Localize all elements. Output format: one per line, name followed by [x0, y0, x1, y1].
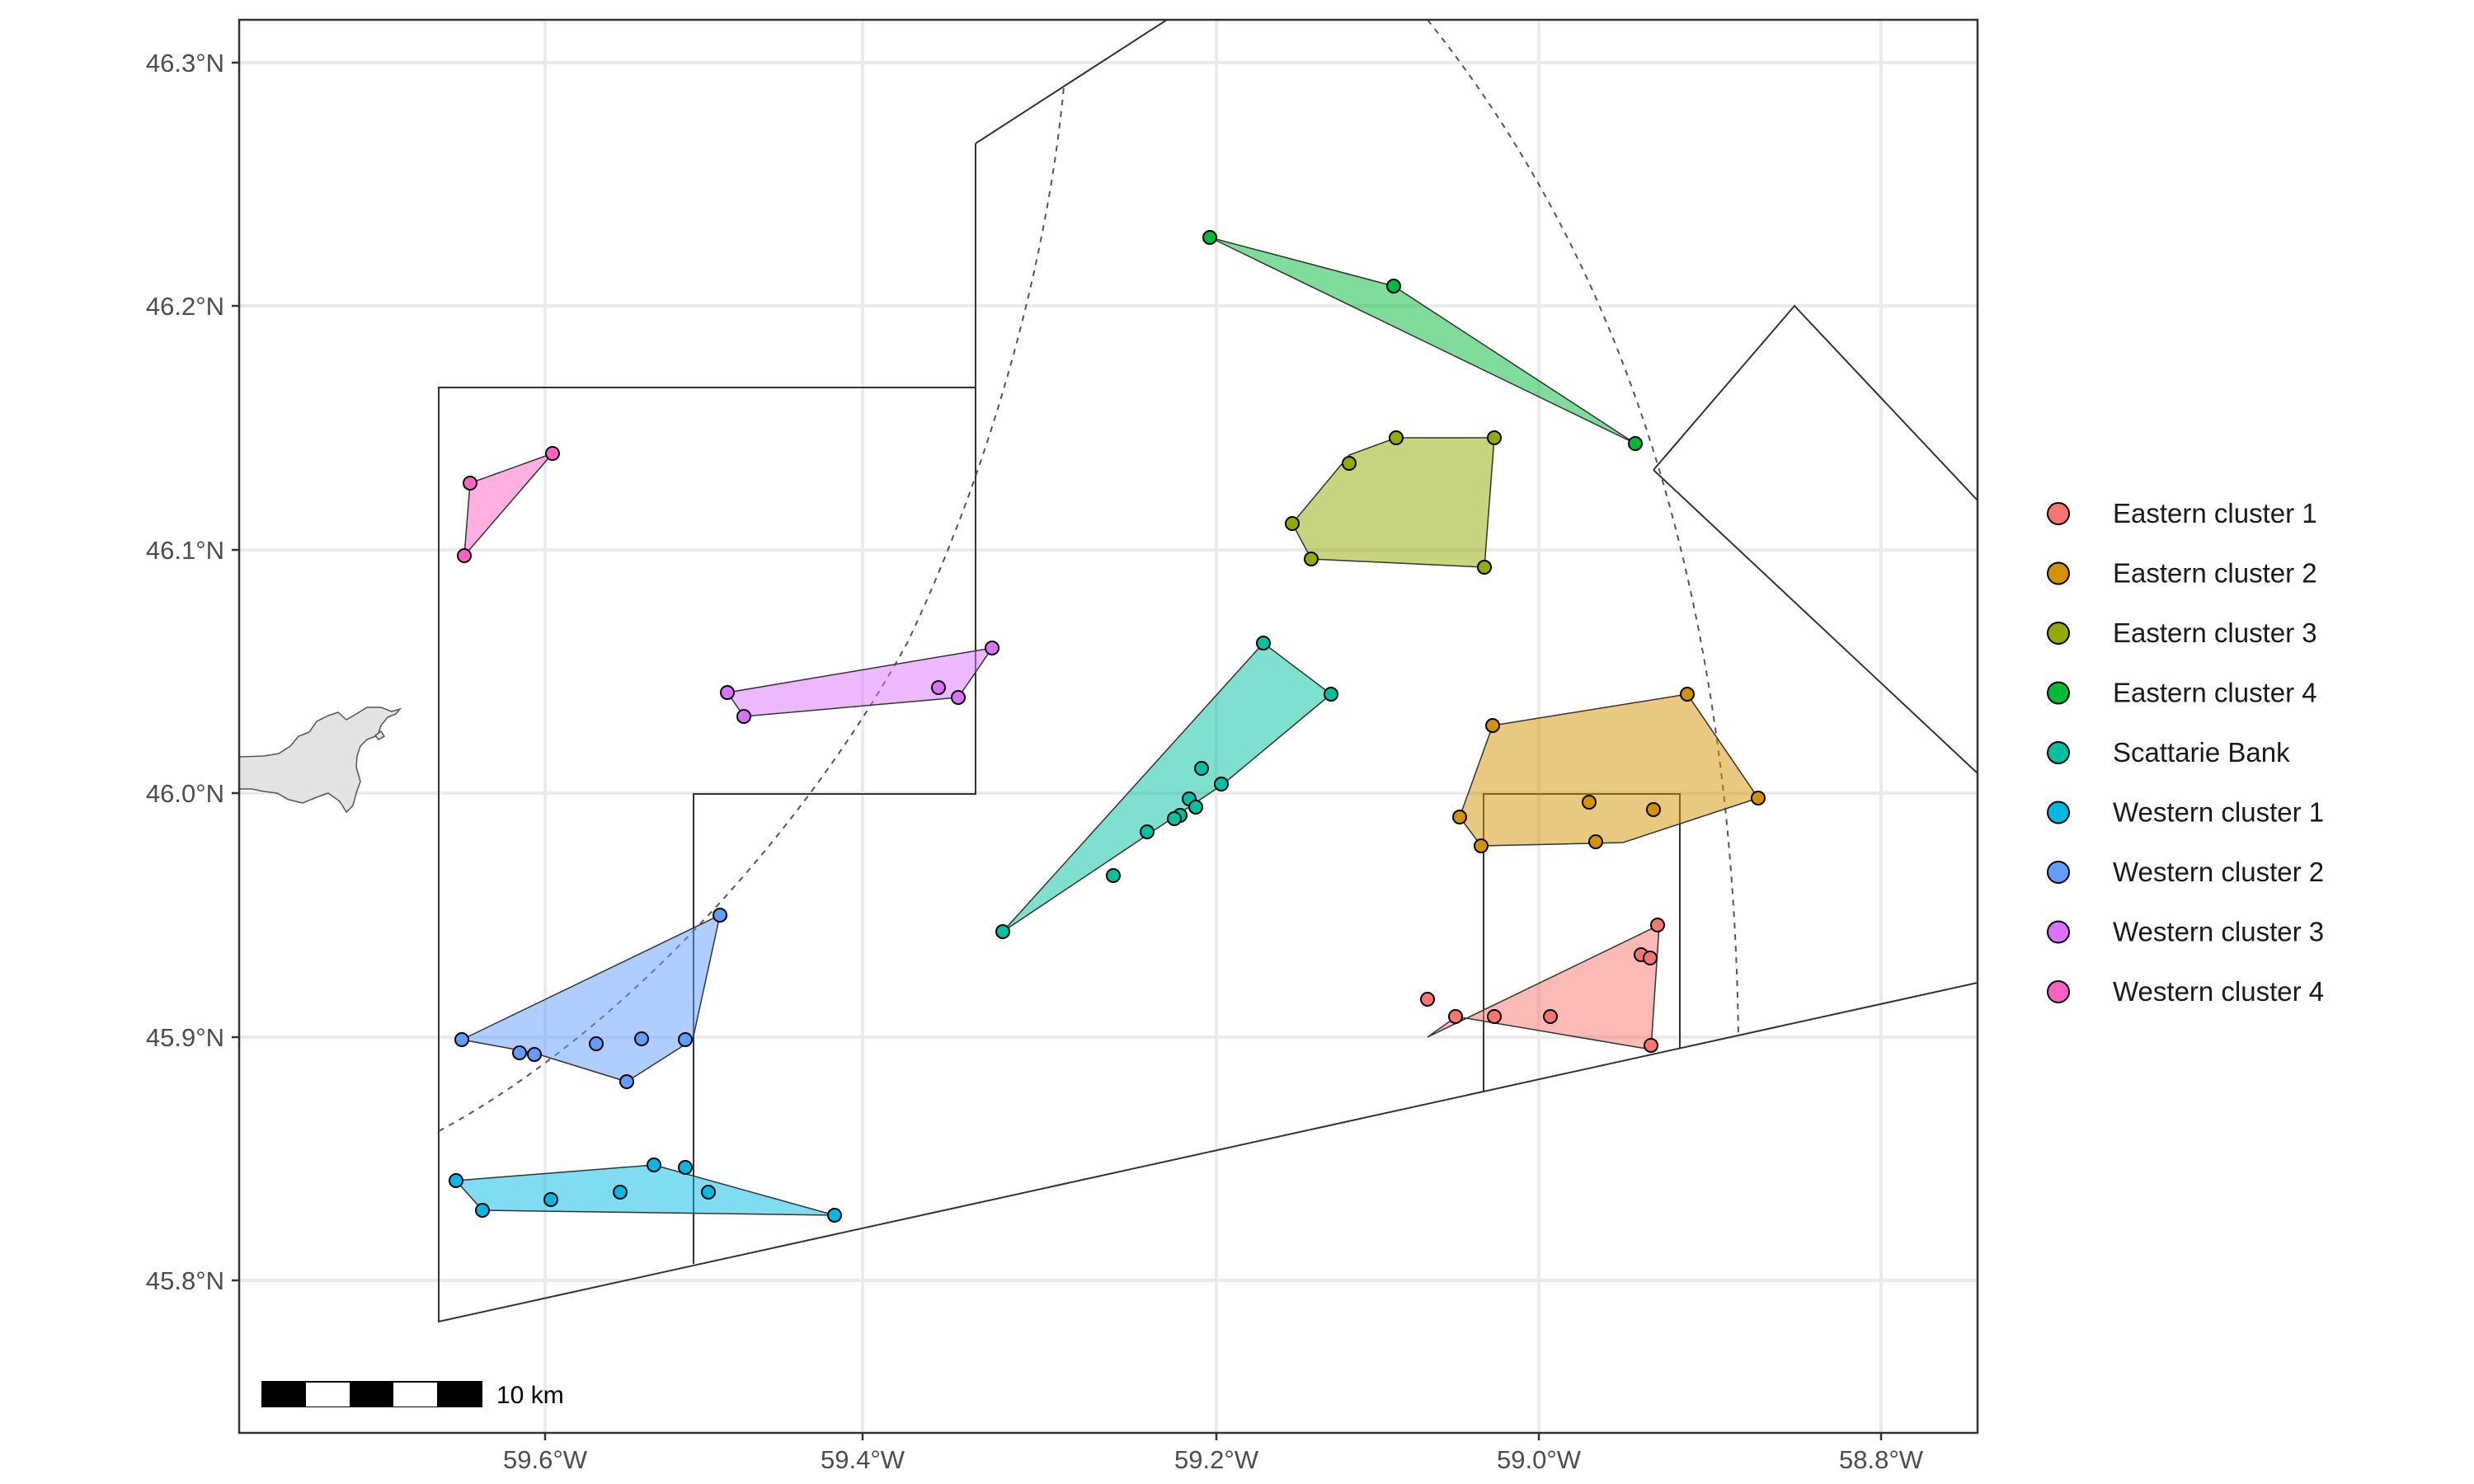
sighting-point [1751, 791, 1766, 805]
legend-label: Western cluster 1 [2113, 797, 2324, 828]
legend-key [2047, 801, 2070, 824]
x-tick-label: 58.8°W [1839, 1445, 1924, 1474]
sighting-point [457, 548, 472, 563]
sighting-point [1202, 230, 1217, 245]
sighting-point [951, 690, 966, 705]
sighting-point [1646, 802, 1661, 817]
sighting-point [619, 1074, 634, 1089]
scale-bar-label: 10 km [496, 1382, 564, 1409]
sighting-point [1420, 992, 1435, 1007]
sighting-point [720, 685, 735, 700]
sighting-point [1543, 1009, 1558, 1024]
islet [374, 730, 386, 740]
legend-key [2047, 502, 2070, 525]
sighting-point [1628, 436, 1643, 451]
legend-label: Eastern cluster 2 [2113, 558, 2317, 589]
sighting-point [613, 1185, 628, 1200]
sighting-point [512, 1045, 527, 1060]
sighting-point [1386, 279, 1401, 294]
sighting-point [1194, 761, 1209, 776]
sighting-point [449, 1173, 463, 1188]
sighting-point [463, 476, 477, 491]
sighting-point [1188, 800, 1203, 815]
sighting-point [454, 1032, 469, 1047]
sighting-point [545, 446, 560, 461]
sighting-point [713, 908, 727, 923]
y-tick-label: 45.9°N [146, 1023, 224, 1052]
sighting-point [701, 1185, 716, 1200]
sighting-point [543, 1192, 558, 1207]
sighting-point [985, 641, 999, 655]
sighting-point [931, 680, 946, 695]
legend-key [2047, 980, 2070, 1003]
y-tick-label: 46.2°N [146, 292, 224, 321]
dashed-arcs [438, 20, 1739, 1132]
legend: Eastern cluster 1 Eastern cluster 2 Easter… [2047, 498, 2324, 1007]
sighting-point [1285, 516, 1300, 531]
legend-key [2047, 920, 2070, 944]
legend-label: Western cluster 4 [2113, 976, 2324, 1007]
sighting-point [527, 1047, 542, 1062]
sighting-point [1487, 1009, 1502, 1024]
x-tick-label: 59.4°W [821, 1445, 905, 1474]
y-tick-label: 45.8°N [146, 1266, 224, 1295]
legend-label: Scattarie Bank [2113, 737, 2290, 768]
legend-label: Eastern cluster 4 [2113, 678, 2317, 708]
panel-border [238, 18, 1979, 1435]
legend-label: Western cluster 3 [2113, 917, 2324, 947]
legend-key [2047, 861, 2070, 884]
sighting-point [1477, 560, 1492, 575]
cluster-hull [463, 452, 555, 558]
sighting-point [647, 1158, 661, 1172]
legend-label: Western cluster 2 [2113, 857, 2324, 887]
sighting-point [1643, 951, 1658, 965]
sighting-point [1448, 1009, 1463, 1024]
sighting-point [1389, 430, 1404, 445]
sighting-point [1106, 868, 1121, 883]
legend-key [2047, 681, 2070, 705]
x-tick-label: 59.6°W [503, 1445, 588, 1474]
sighting-point [1304, 552, 1319, 566]
legend-key [2047, 561, 2070, 585]
legend-label: Eastern cluster 3 [2113, 618, 2317, 648]
sighting-point [1650, 918, 1665, 932]
legend-key [2047, 741, 2070, 764]
y-tick-label: 46.0°N [146, 779, 224, 808]
map-panel [239, 20, 1978, 1433]
cluster-hull [1209, 237, 1636, 444]
sighting-point [1167, 811, 1182, 826]
sighting-point [1588, 834, 1603, 849]
scale-bar [261, 1381, 482, 1407]
x-tick-label: 59.0°W [1497, 1445, 1582, 1474]
sighting-point [1342, 456, 1357, 471]
sighting-point [678, 1160, 693, 1175]
sighting-point [1140, 824, 1155, 839]
sighting-point [1452, 810, 1467, 824]
sighting-point [736, 709, 751, 724]
sighting-point [995, 924, 1010, 939]
sighting-point [1256, 636, 1271, 650]
sighting-point [1474, 838, 1489, 853]
sighting-point [678, 1032, 693, 1047]
boundary-lines [438, 20, 1978, 1323]
y-tick-label: 46.1°N [146, 536, 224, 565]
sighting-point [1680, 687, 1695, 702]
sighting-point [634, 1031, 649, 1046]
sighting-point [1324, 687, 1338, 702]
legend-key [2047, 622, 2070, 645]
x-tick-label: 59.2°W [1174, 1445, 1259, 1474]
sighting-point [475, 1203, 490, 1218]
sighting-point [1644, 1038, 1658, 1053]
sighting-point [827, 1208, 842, 1223]
y-tick-label: 46.3°N [146, 49, 224, 77]
sighting-point [1214, 777, 1229, 791]
sighting-point [1487, 430, 1502, 445]
sighting-point [1582, 795, 1597, 810]
legend-label: Eastern cluster 1 [2113, 498, 2317, 528]
sighting-point [589, 1036, 604, 1051]
sighting-point [1485, 718, 1500, 733]
axis-ticks [232, 61, 1883, 1440]
